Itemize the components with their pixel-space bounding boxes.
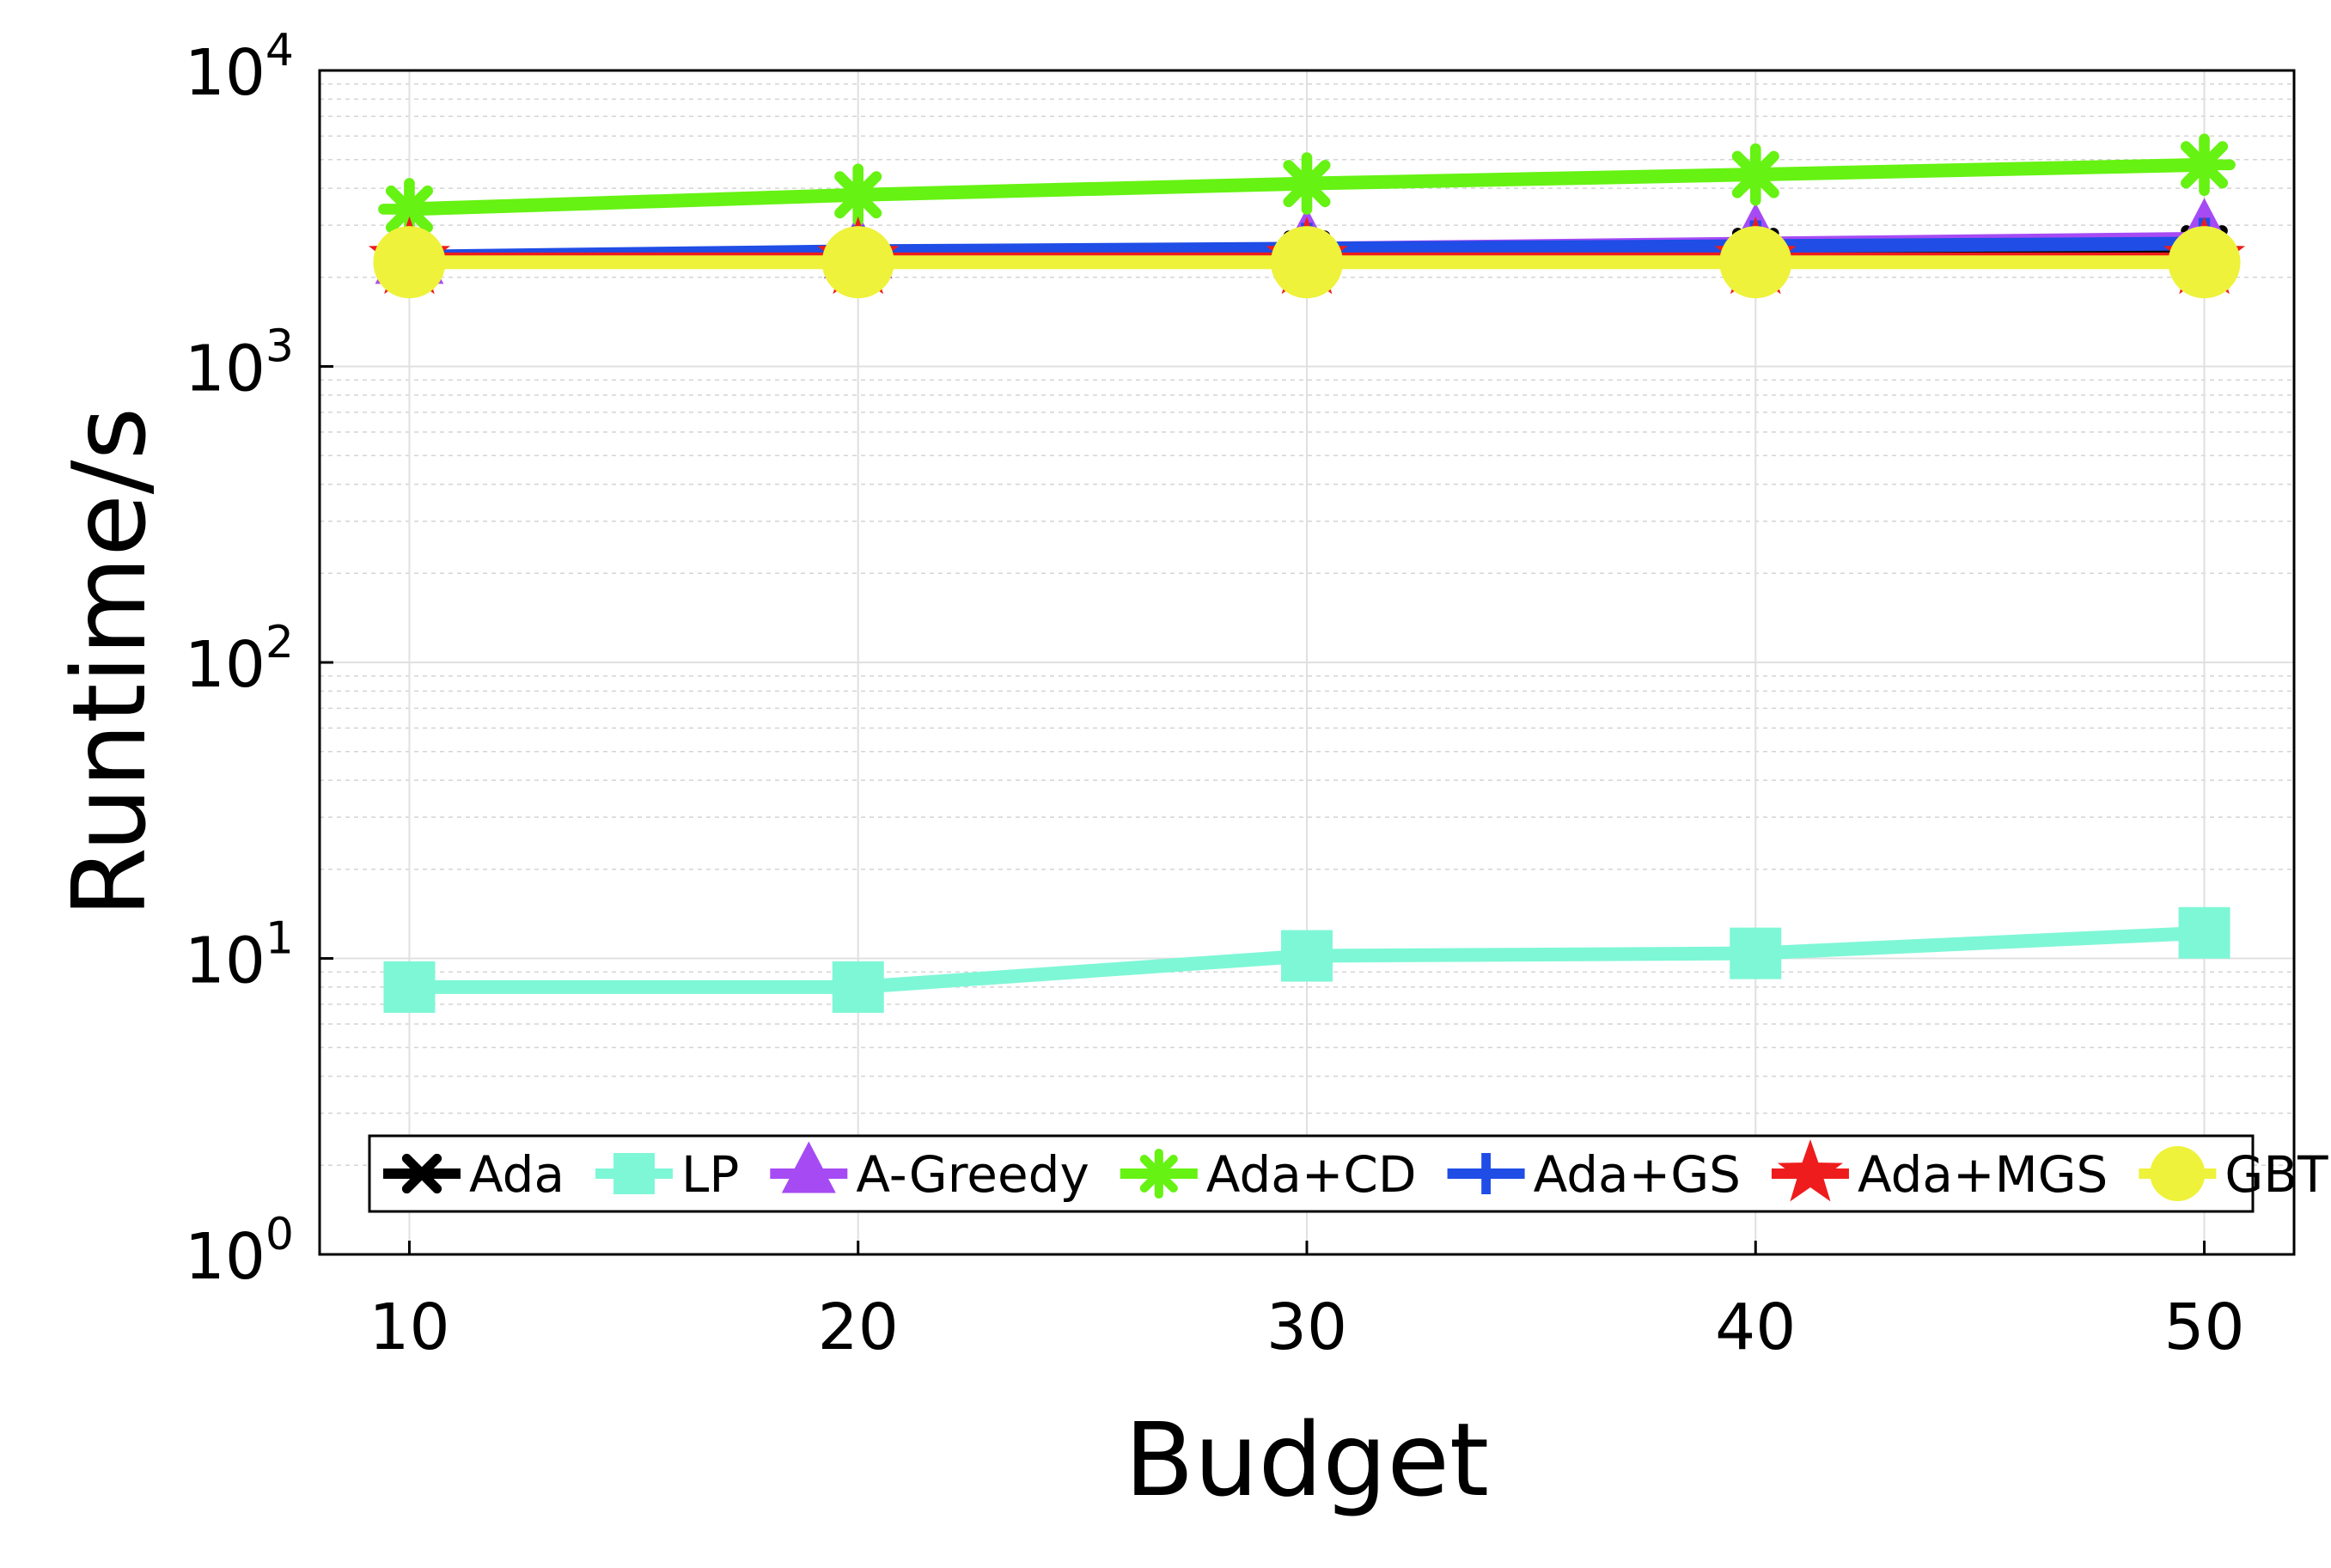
x-tick-label: 20 <box>818 1290 899 1364</box>
legend-label: LP <box>681 1145 739 1204</box>
x-tick-label: 50 <box>2163 1290 2244 1364</box>
y-tick-label: 102 <box>185 617 294 702</box>
series-lp <box>383 906 2230 1013</box>
marker-stroke <box>385 185 433 233</box>
legend-label: Ada+CD <box>1206 1145 1417 1204</box>
point-marker <box>1777 1139 1843 1202</box>
marker-stroke <box>1283 160 1331 208</box>
point-marker <box>1730 927 1782 979</box>
point-marker <box>1719 226 1792 299</box>
point-marker <box>1281 930 1333 982</box>
point-marker <box>383 961 436 1013</box>
x-tick-label: 10 <box>369 1290 449 1364</box>
legend-item: Ada+GS <box>1447 1145 1741 1204</box>
point-marker <box>373 226 446 299</box>
point-marker <box>613 1153 656 1194</box>
legend-item: Ada+CD <box>1120 1145 1417 1204</box>
y-tick-label: 100 <box>185 1209 294 1294</box>
point-marker <box>821 226 894 299</box>
series-gbt <box>373 226 2241 299</box>
legend-item: LP <box>595 1145 739 1204</box>
marker-stroke <box>834 171 882 219</box>
legend-item: Ada+MGS <box>1771 1139 2108 1204</box>
legend-item: A-Greedy <box>770 1141 1089 1204</box>
legend-label: Ada+MGS <box>1858 1145 2108 1204</box>
x-ticks: 10 20 30 40 50 <box>369 1241 2245 1364</box>
point-marker <box>832 961 884 1013</box>
legend-box <box>368 1134 2255 1213</box>
series-layer <box>368 133 2246 1013</box>
legend-label: Ada <box>469 1145 564 1204</box>
marker-stroke <box>1731 150 1779 198</box>
marker-stroke <box>2181 141 2229 189</box>
legend-label: A-Greedy <box>856 1145 1089 1204</box>
x-tick-label: 40 <box>1715 1290 1796 1364</box>
marker-stroke <box>1139 1154 1178 1193</box>
point-marker <box>781 1141 836 1193</box>
legend-label: Ada+GS <box>1534 1145 1741 1204</box>
point-marker <box>2150 1146 2206 1201</box>
x-tick-label: 30 <box>1266 1290 1347 1364</box>
marker-stroke <box>401 1153 442 1194</box>
y-tick-label: 104 <box>185 25 294 110</box>
y-ticks: 100 101 102 103 104 <box>185 25 333 1294</box>
point-marker <box>1275 152 1339 215</box>
point-marker <box>1465 1153 1507 1194</box>
legend: Ada LP A-Greedy Ada+CD Ada+GS Ada+MGS GBT <box>368 1134 2328 1213</box>
point-marker <box>1724 143 1787 206</box>
point-marker <box>1133 1148 1184 1199</box>
legend-item: GBT <box>2139 1145 2328 1204</box>
point-marker <box>827 163 890 227</box>
y-tick-label: 101 <box>185 913 294 998</box>
x-axis-label: Budget <box>1125 1400 1489 1519</box>
point-marker <box>1271 226 1343 299</box>
point-marker <box>2178 906 2230 959</box>
legend-item: Ada <box>383 1145 564 1204</box>
legend-label: GBT <box>2224 1145 2328 1204</box>
point-marker <box>2168 226 2241 299</box>
point-marker <box>2173 133 2236 197</box>
y-axis-label: Runtime/s <box>50 407 168 918</box>
point-marker <box>401 1153 442 1194</box>
y-tick-label: 103 <box>185 321 294 406</box>
